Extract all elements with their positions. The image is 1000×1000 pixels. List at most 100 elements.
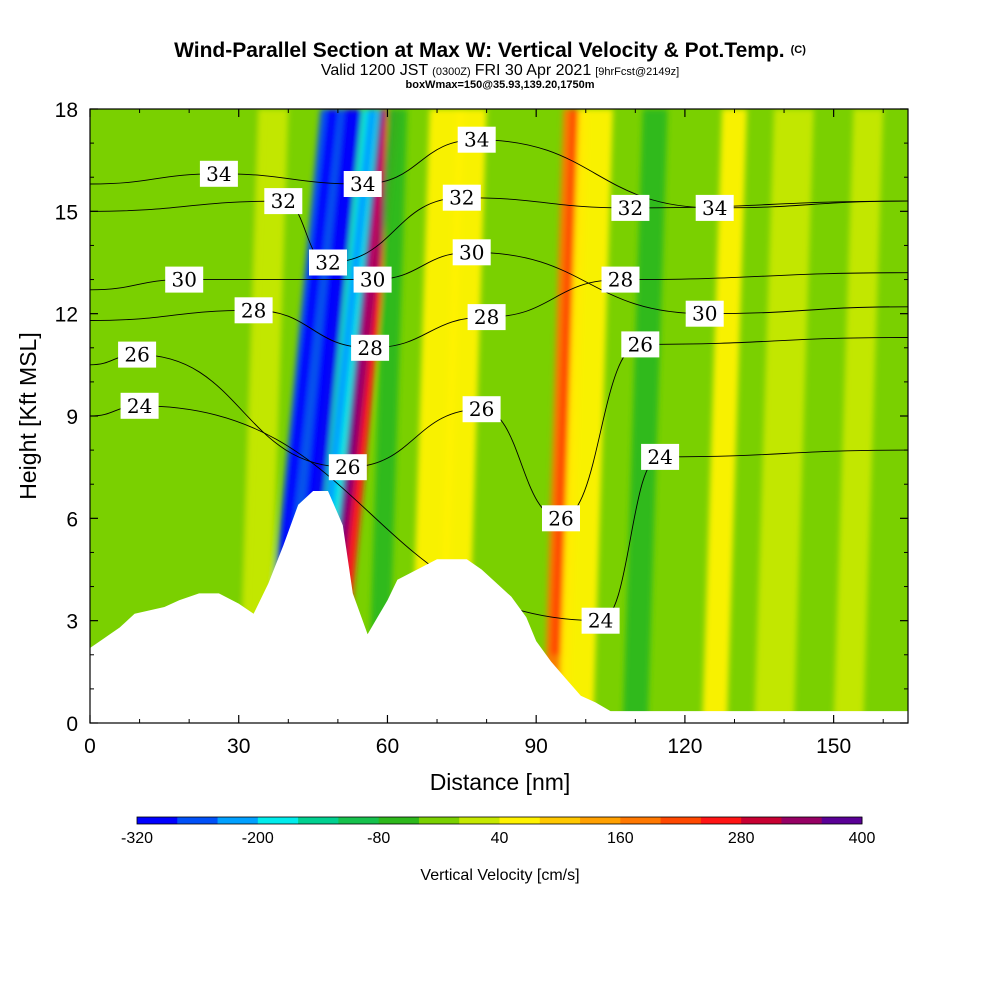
colorbar-swatch: [418, 817, 460, 824]
colorbar-swatch: [821, 817, 863, 824]
theta-label: 32: [309, 249, 347, 276]
colorbar-swatch: [177, 817, 219, 824]
theta-label-text: 26: [335, 455, 360, 479]
theta-label: 32: [611, 194, 650, 221]
theta-label-text: 34: [464, 128, 489, 152]
theta-label: 34: [343, 171, 382, 197]
theta-label: 26: [328, 454, 367, 481]
y-tick-label: 3: [66, 611, 78, 634]
chart-subtitle-box: boxWmax=150@35.93,139.20,1750m: [406, 79, 595, 91]
theta-label: 32: [264, 188, 303, 215]
x-tick-label: 0: [84, 735, 96, 758]
x-tick-label: 90: [525, 735, 548, 758]
y-axis-label: Height [Kft MSL]: [15, 332, 41, 499]
colorbar-swatch: [741, 817, 782, 824]
colorbar-swatch: [660, 817, 702, 824]
theta-label-text: 24: [127, 394, 152, 418]
colorbar-tick-label: -80: [367, 830, 390, 847]
theta-label-text: 26: [548, 506, 573, 530]
theta-label: 26: [621, 331, 660, 358]
velocity-band: [622, 109, 668, 723]
colorbar-swatch: [620, 817, 662, 824]
theta-label: 28: [351, 334, 390, 361]
theta-label: 34: [695, 194, 734, 221]
theta-label-text: 32: [315, 251, 340, 275]
y-tick-label: 15: [55, 201, 78, 224]
colorbar-swatch: [580, 817, 621, 824]
y-tick-label: 6: [66, 508, 78, 531]
colorbar-swatch: [217, 817, 259, 824]
theta-label-text: 30: [459, 240, 484, 264]
theta-label: 30: [685, 300, 724, 327]
y-tick-label: 0: [66, 713, 78, 736]
theta-label-text: 28: [608, 268, 633, 292]
velocity-band: [833, 109, 884, 723]
theta-label-text: 34: [350, 172, 375, 196]
x-tick-label: 150: [816, 735, 851, 758]
theta-contour-28: [90, 272, 908, 349]
colorbar-swatch: [137, 817, 178, 824]
theta-label-text: 34: [206, 162, 231, 186]
velocity-core: [329, 109, 396, 655]
colorbar-swatch: [539, 817, 581, 824]
theta-label-text: 28: [357, 336, 382, 360]
chart-title: Wind-Parallel Section at Max W: Vertical…: [174, 39, 806, 62]
theta-label: 24: [120, 392, 159, 419]
theta-label-text: 28: [241, 298, 266, 322]
velocity-band: [238, 109, 289, 723]
x-axis-label: Distance [nm]: [430, 769, 571, 795]
terrain-mask: [90, 491, 908, 723]
potential-temperature-labels: 34 32 30 28 26 24 32 34 30 28 26 34 32 30 28 26 26 24 32 28…: [118, 126, 734, 634]
theta-label: 26: [542, 505, 580, 532]
colorbar-swatch: [338, 817, 380, 824]
colorbar-swatch: [781, 817, 823, 824]
x-tick-label: 60: [376, 735, 399, 758]
velocity-band: [754, 109, 814, 723]
theta-label-text: 34: [702, 196, 727, 220]
theta-label: 34: [199, 160, 238, 187]
y-tick-label: 18: [55, 99, 78, 122]
theta-label: 30: [165, 266, 204, 293]
theta-label-text: 32: [271, 189, 296, 213]
colorbar-tick-label: 40: [491, 830, 509, 847]
theta-label-text: 26: [628, 332, 653, 356]
theta-label: 28: [601, 266, 640, 293]
velocity-band: [90, 109, 264, 723]
plot-area: [90, 109, 908, 723]
theta-label-text: 30: [171, 268, 196, 292]
colorbar-swatch: [257, 817, 299, 824]
theta-label: 26: [462, 396, 501, 423]
axes: 0 30 60 90 120 150 0 3 6 9 12 15 18: [55, 99, 908, 758]
theta-label: 30: [452, 239, 491, 266]
theta-label-text: 24: [647, 445, 672, 469]
theta-label-text: 28: [474, 305, 499, 329]
theta-label: 24: [581, 607, 620, 634]
x-tick-label: 30: [227, 735, 250, 758]
theta-label-text: 30: [360, 268, 385, 292]
x-tick-label: 120: [667, 735, 702, 758]
colorbar: -320 -200 -80 40 160 280 400: [121, 816, 876, 847]
colorbar-swatch: [499, 817, 541, 824]
chart-subtitle: Valid 1200 JST (0300Z) FRI 30 Apr 2021 [9hr…: [321, 62, 679, 79]
velocity-band: [367, 109, 408, 723]
velocity-band: [558, 109, 613, 723]
velocity-band: [702, 109, 747, 723]
colorbar-swatch: [298, 817, 339, 824]
colorbar-tick-label: 400: [849, 830, 876, 847]
colorbar-tick-label: -200: [242, 830, 274, 847]
theta-label-text: 32: [449, 186, 474, 210]
y-tick-label: 12: [55, 304, 78, 327]
theta-label-text: 26: [124, 343, 149, 367]
colorbar-label: Vertical Velocity [cm/s]: [420, 867, 579, 884]
colorbar-tick-label: 280: [728, 830, 755, 847]
colorbar-swatch: [378, 817, 420, 824]
theta-label: 32: [442, 184, 481, 211]
theta-label: 26: [118, 341, 157, 368]
theta-label-text: 26: [469, 397, 494, 421]
theta-label: 28: [467, 304, 506, 331]
y-tick-label: 9: [66, 406, 78, 429]
colorbar-swatch: [459, 817, 500, 824]
theta-label-text: 24: [588, 609, 613, 633]
